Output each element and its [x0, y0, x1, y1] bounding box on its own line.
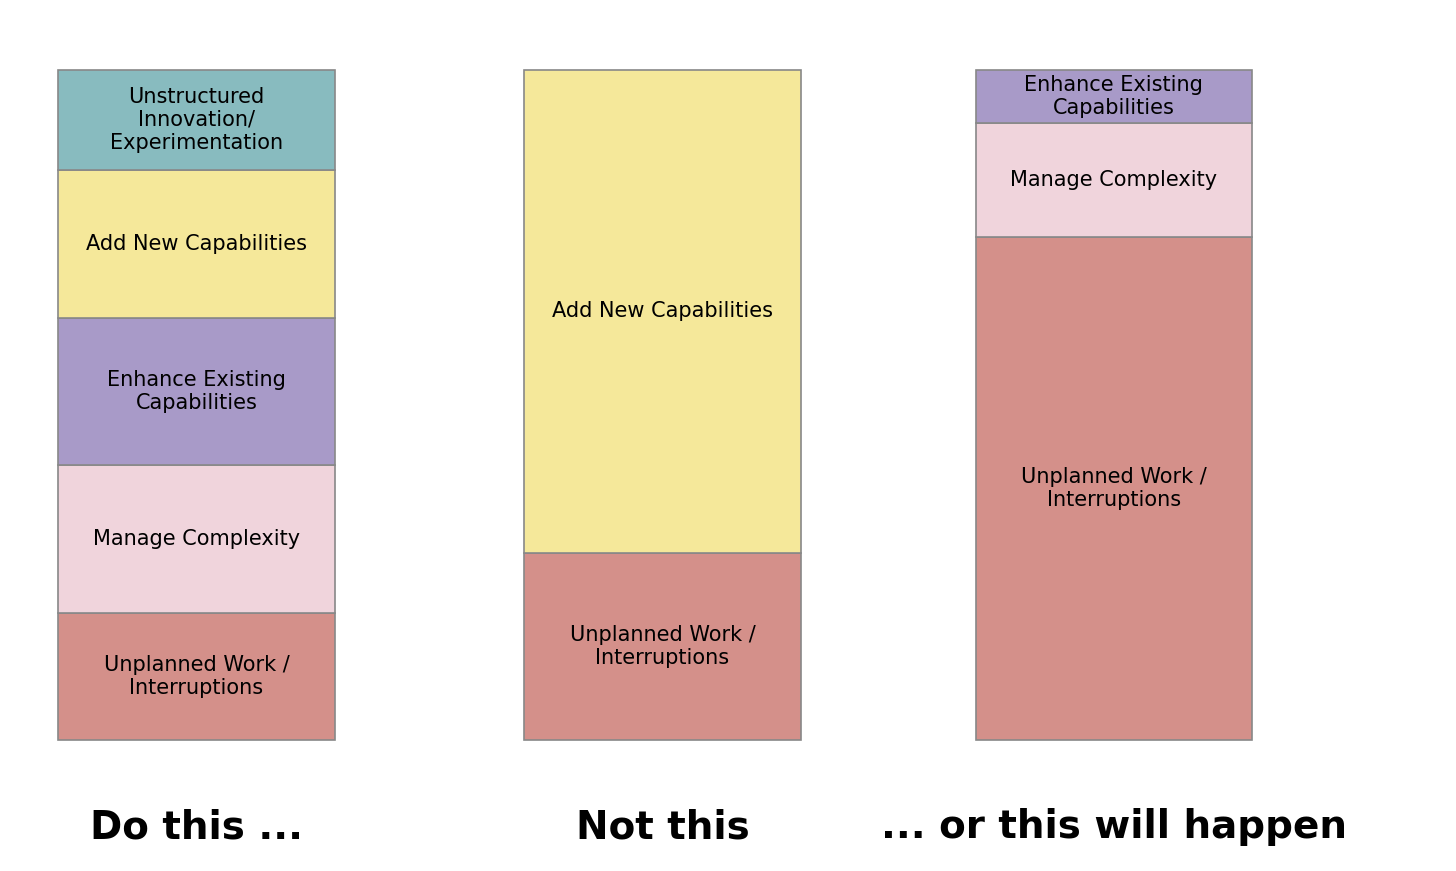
Text: ... or this will happen: ... or this will happen [881, 808, 1347, 847]
Bar [524, 70, 801, 552]
Bar [976, 238, 1252, 740]
Bar [58, 171, 335, 318]
Bar [58, 613, 335, 740]
Bar [58, 70, 335, 171]
Bar [58, 318, 335, 465]
Text: Unplanned Work /
Interruptions: Unplanned Work / Interruptions [1021, 467, 1207, 510]
Text: Do this ...: Do this ... [90, 808, 303, 847]
Text: Unstructured
Innovation/
Experimentation: Unstructured Innovation/ Experimentation [111, 87, 282, 153]
Text: Unplanned Work /
Interruptions: Unplanned Work / Interruptions [103, 655, 290, 699]
Text: Not this: Not this [575, 808, 750, 847]
Bar [58, 465, 335, 613]
Bar [976, 70, 1252, 124]
Text: Add New Capabilities: Add New Capabilities [86, 234, 307, 254]
Text: Enhance Existing
Capabilities: Enhance Existing Capabilities [1025, 75, 1203, 118]
Text: Enhance Existing
Capabilities: Enhance Existing Capabilities [108, 370, 285, 413]
Text: Add New Capabilities: Add New Capabilities [552, 301, 773, 321]
Text: Manage Complexity: Manage Complexity [93, 530, 300, 549]
Text: Manage Complexity: Manage Complexity [1010, 171, 1217, 191]
Text: Unplanned Work /
Interruptions: Unplanned Work / Interruptions [569, 625, 756, 668]
Bar [976, 124, 1252, 237]
Bar [524, 552, 801, 740]
